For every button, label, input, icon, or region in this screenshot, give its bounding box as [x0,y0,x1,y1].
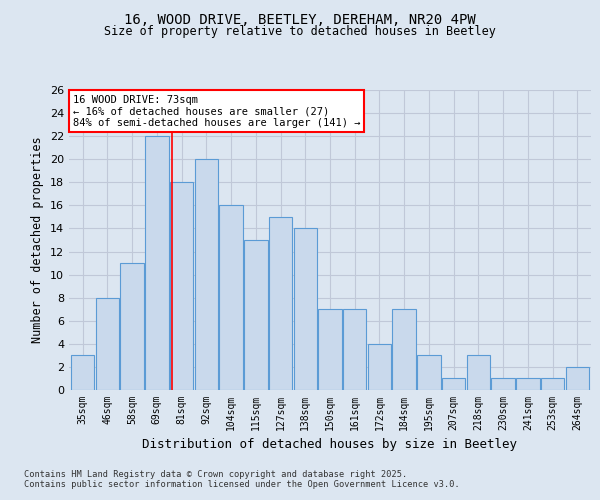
Bar [566,367,589,390]
Bar [417,356,441,390]
Bar [318,309,342,390]
Bar [293,228,317,390]
Bar [244,240,268,390]
Bar [95,298,119,390]
Bar [392,309,416,390]
Bar [145,136,169,390]
Text: Size of property relative to detached houses in Beetley: Size of property relative to detached ho… [104,25,496,38]
Text: 16, WOOD DRIVE, BEETLEY, DEREHAM, NR20 4PW: 16, WOOD DRIVE, BEETLEY, DEREHAM, NR20 4… [124,12,476,26]
Bar [343,309,367,390]
Bar [170,182,193,390]
Bar [442,378,466,390]
Bar [219,206,243,390]
Bar [121,263,144,390]
Bar [541,378,565,390]
Bar [269,217,292,390]
Bar [71,356,94,390]
Bar [194,159,218,390]
Y-axis label: Number of detached properties: Number of detached properties [31,136,44,344]
Bar [516,378,539,390]
Text: Contains public sector information licensed under the Open Government Licence v3: Contains public sector information licen… [24,480,460,489]
Text: 16 WOOD DRIVE: 73sqm
← 16% of detached houses are smaller (27)
84% of semi-detac: 16 WOOD DRIVE: 73sqm ← 16% of detached h… [73,94,360,128]
Bar [491,378,515,390]
Bar [368,344,391,390]
Text: Contains HM Land Registry data © Crown copyright and database right 2025.: Contains HM Land Registry data © Crown c… [24,470,407,479]
X-axis label: Distribution of detached houses by size in Beetley: Distribution of detached houses by size … [143,438,517,452]
Bar [467,356,490,390]
